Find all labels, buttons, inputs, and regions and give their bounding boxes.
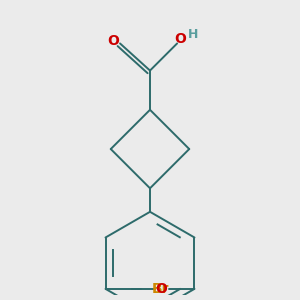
Text: O: O	[156, 282, 168, 296]
Text: O: O	[108, 34, 120, 48]
Text: Br: Br	[152, 282, 170, 296]
Text: O: O	[174, 32, 186, 46]
Text: H: H	[188, 28, 199, 41]
